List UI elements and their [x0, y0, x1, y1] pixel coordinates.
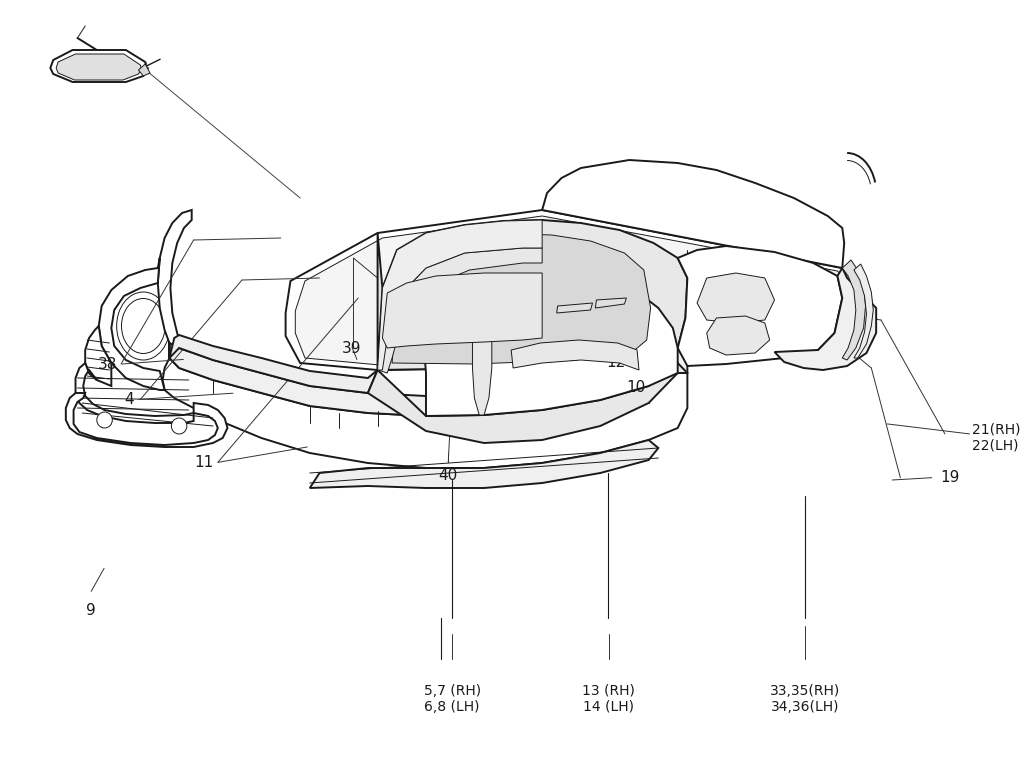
Polygon shape	[378, 220, 687, 370]
Polygon shape	[169, 343, 687, 416]
Polygon shape	[678, 246, 843, 366]
Polygon shape	[66, 393, 227, 447]
Polygon shape	[511, 340, 639, 370]
Polygon shape	[697, 273, 774, 323]
Circle shape	[171, 418, 186, 434]
Text: 21(RH)
22(LH): 21(RH) 22(LH)	[972, 422, 1020, 453]
Polygon shape	[85, 326, 112, 386]
Polygon shape	[50, 50, 147, 82]
Text: 39: 39	[342, 341, 361, 356]
Polygon shape	[774, 268, 877, 370]
Polygon shape	[557, 303, 593, 313]
Polygon shape	[382, 273, 678, 416]
Circle shape	[527, 263, 557, 293]
Polygon shape	[310, 440, 658, 488]
Circle shape	[515, 312, 530, 328]
Text: 38: 38	[97, 356, 117, 372]
Circle shape	[97, 412, 113, 428]
Text: 33,35(RH)
34,36(LH): 33,35(RH) 34,36(LH)	[770, 684, 840, 713]
Text: 12: 12	[606, 355, 626, 370]
Polygon shape	[707, 316, 770, 355]
Circle shape	[494, 318, 513, 338]
Polygon shape	[378, 248, 542, 373]
Polygon shape	[368, 363, 687, 443]
Polygon shape	[426, 406, 542, 440]
Polygon shape	[843, 260, 865, 360]
Polygon shape	[98, 258, 165, 390]
Polygon shape	[158, 210, 191, 358]
Polygon shape	[595, 298, 627, 308]
Polygon shape	[169, 335, 378, 393]
Text: 9: 9	[86, 603, 96, 618]
Polygon shape	[163, 358, 687, 468]
Circle shape	[535, 310, 546, 322]
Text: 10: 10	[627, 380, 646, 396]
Polygon shape	[295, 216, 866, 365]
Text: 11: 11	[194, 455, 213, 470]
Text: 13 (RH)
14 (LH): 13 (RH) 14 (LH)	[583, 684, 635, 713]
Polygon shape	[542, 160, 844, 268]
Polygon shape	[382, 273, 542, 348]
Polygon shape	[56, 54, 141, 80]
Polygon shape	[378, 220, 542, 370]
Text: 4: 4	[124, 392, 134, 407]
Text: 40: 40	[438, 468, 458, 484]
Polygon shape	[138, 64, 151, 76]
Polygon shape	[472, 298, 492, 415]
Text: 5,7 (RH)
6,8 (LH): 5,7 (RH) 6,8 (LH)	[424, 684, 480, 713]
Polygon shape	[854, 264, 873, 358]
Polygon shape	[378, 233, 382, 370]
Polygon shape	[392, 234, 650, 364]
Polygon shape	[286, 210, 877, 370]
Polygon shape	[843, 268, 877, 318]
Text: 19: 19	[940, 470, 959, 485]
Polygon shape	[76, 363, 194, 423]
